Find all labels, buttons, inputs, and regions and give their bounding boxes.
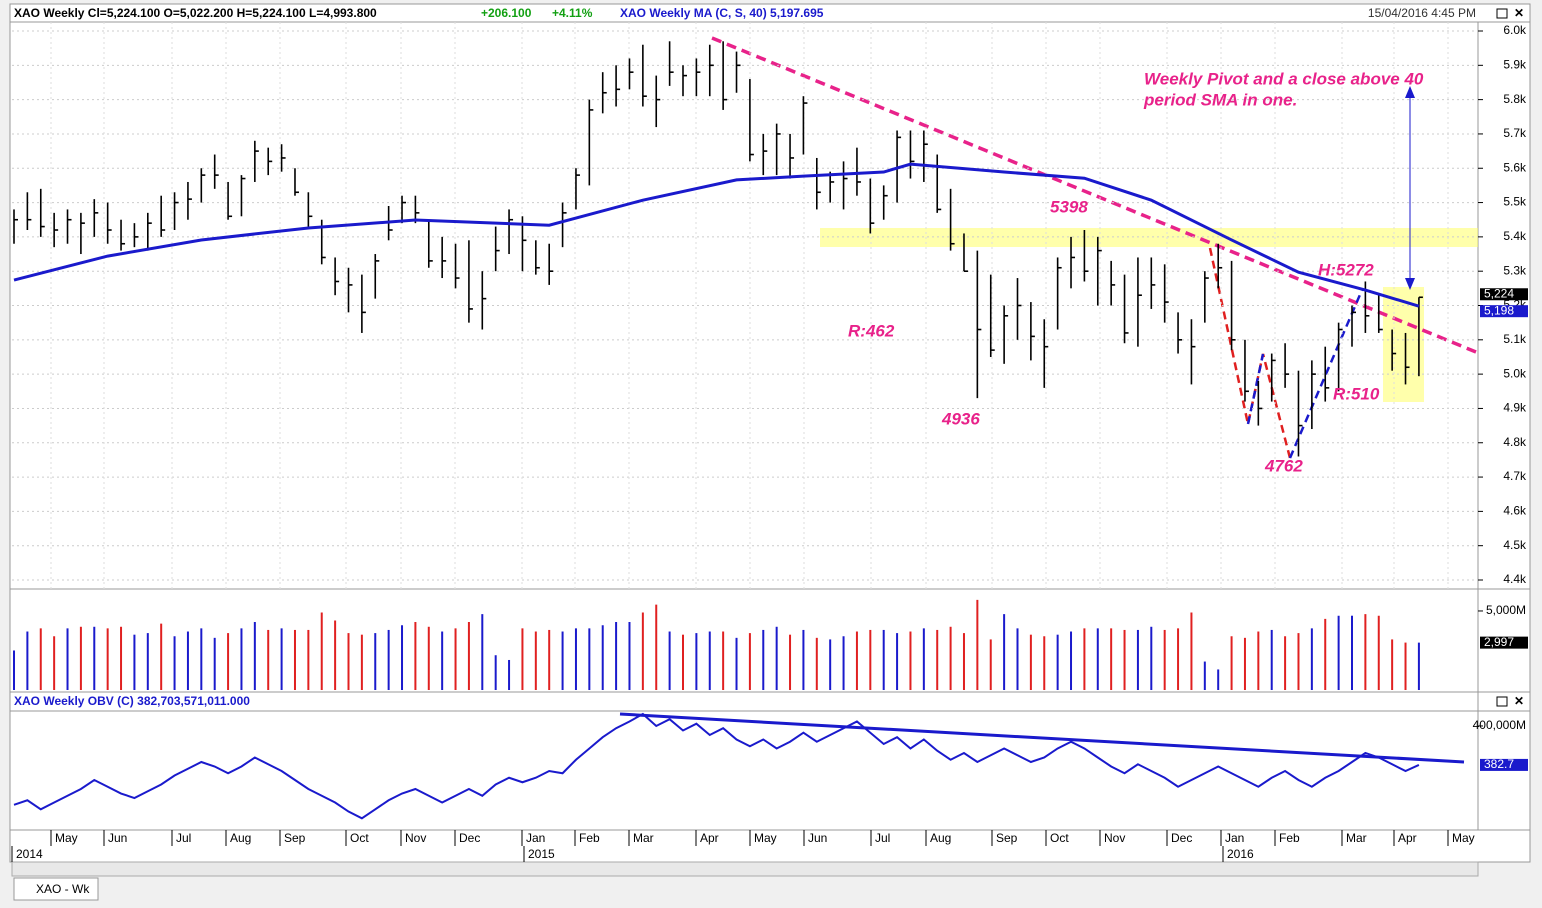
y-tick-label: 4.9k — [1503, 401, 1527, 415]
x-tick-label: Jan — [526, 831, 545, 845]
year-label: 2016 — [1227, 847, 1254, 861]
x-tick-label: Nov — [1104, 831, 1125, 845]
annotation: 4762 — [1264, 456, 1303, 475]
x-tick-label: Jul — [875, 831, 890, 845]
tab[interactable] — [13, 877, 99, 901]
restore-button[interactable] — [1496, 696, 1508, 707]
annotation: 5398 — [1050, 197, 1088, 216]
y-tick-label: 5.8k — [1503, 92, 1527, 106]
close-button[interactable]: ✕ — [1514, 6, 1524, 20]
trendline — [711, 36, 1477, 354]
zigzag-up — [1246, 353, 1265, 425]
ma-line — [13, 162, 1420, 308]
x-tick-label: Apr — [1398, 831, 1417, 845]
scrollbar[interactable] — [11, 861, 1479, 877]
datetime: 15/04/2016 4:45 PM — [1368, 6, 1476, 20]
ma-line: XAO Weekly MA (C, S, 40) 5,197.695 — [620, 6, 824, 20]
y-tick-label: 4.7k — [1503, 469, 1527, 483]
y-tick-label: 5.6k — [1503, 160, 1527, 174]
x-tick-label: Sep — [996, 831, 1018, 845]
obv-line — [13, 712, 1420, 820]
last-value-box — [1480, 288, 1528, 301]
x-tick-label: Oct — [1050, 831, 1069, 845]
x-tick-label: Nov — [405, 831, 426, 845]
annotation: 4936 — [941, 409, 980, 428]
change-pct: +4.11% — [552, 6, 593, 20]
year-label: 2014 — [16, 847, 43, 861]
y-tick-label: 4.6k — [1503, 504, 1527, 518]
x-tick-label: Jun — [808, 831, 827, 845]
annotation: R:462 — [848, 321, 895, 340]
last-value-label: 2,997 — [1484, 635, 1514, 649]
x-tick-label: Mar — [1346, 831, 1367, 845]
change: +206.100 — [481, 6, 532, 20]
x-tick-label: Aug — [930, 831, 951, 845]
last-value-label: 382.7 — [1484, 757, 1514, 771]
annotation: Weekly Pivot and a close above 40 — [1144, 69, 1424, 88]
annotation: R:510 — [1333, 384, 1380, 403]
x-tick-label: Feb — [1279, 831, 1300, 845]
symbol-line: XAO Weekly Cl=5,224.100 O=5,022.200 H=5,… — [14, 6, 377, 20]
y-tick-label: 400,000M — [1473, 718, 1526, 732]
x-tick-label: Sep — [284, 831, 306, 845]
x-tick-label: Jun — [108, 831, 127, 845]
y-tick-label: 5.7k — [1503, 126, 1527, 140]
y-tick-label: 5.1k — [1503, 332, 1527, 346]
annotation: H:5272 — [1318, 260, 1374, 279]
x-tick-label: Dec — [1171, 831, 1192, 845]
x-tick-label: Dec — [459, 831, 480, 845]
x-tick-label: Oct — [350, 831, 369, 845]
last-value-box — [1480, 305, 1528, 318]
x-tick-label: Apr — [700, 831, 719, 845]
x-tick-label: May — [754, 831, 777, 845]
y-tick-label: 5.3k — [1503, 263, 1527, 277]
zigzag-down — [1208, 247, 1292, 459]
x-tick-label: Aug — [230, 831, 251, 845]
x-tick-label: Jan — [1225, 831, 1244, 845]
obv-line: XAO Weekly OBV (C) 382,703,571,011.000 — [14, 694, 250, 708]
y-tick-label: 6.0k — [1503, 23, 1527, 37]
arrow-head — [1405, 86, 1415, 98]
y-tick-label: 5.0k — [1503, 366, 1527, 380]
last-value-label: 5,224 — [1484, 286, 1514, 300]
last-value-box — [1480, 758, 1528, 771]
annotation: period SMA in one. — [1143, 90, 1297, 109]
restore-button[interactable] — [1496, 8, 1508, 19]
resistance-zone — [820, 228, 1478, 247]
y-tick-label: 5,000M — [1486, 603, 1526, 617]
y-tick-label: 4.5k — [1503, 538, 1527, 552]
last-value-label: 5,198 — [1484, 303, 1514, 317]
x-tick-label: Jul — [176, 831, 191, 845]
pivot-zone — [1383, 287, 1424, 402]
chart-frame — [9, 3, 1531, 863]
x-tick-label: May — [1452, 831, 1475, 845]
year-label: 2015 — [528, 847, 555, 861]
obv-trendline — [619, 712, 1465, 764]
y-tick-label: 5.9k — [1503, 57, 1527, 71]
y-tick-label: 5.5k — [1503, 195, 1527, 209]
y-tick-label: 4.4k — [1503, 572, 1527, 586]
close-button[interactable]: ✕ — [1514, 694, 1524, 708]
last-value-box — [1480, 636, 1528, 649]
y-tick-label: 5.4k — [1503, 229, 1527, 243]
x-tick-label: Mar — [633, 831, 654, 845]
tab-label: XAO - Wk — [36, 882, 90, 896]
x-tick-label: May — [55, 831, 78, 845]
arrow-head — [1405, 278, 1415, 290]
x-tick-label: Feb — [579, 831, 600, 845]
y-tick-label: 4.8k — [1503, 435, 1527, 449]
